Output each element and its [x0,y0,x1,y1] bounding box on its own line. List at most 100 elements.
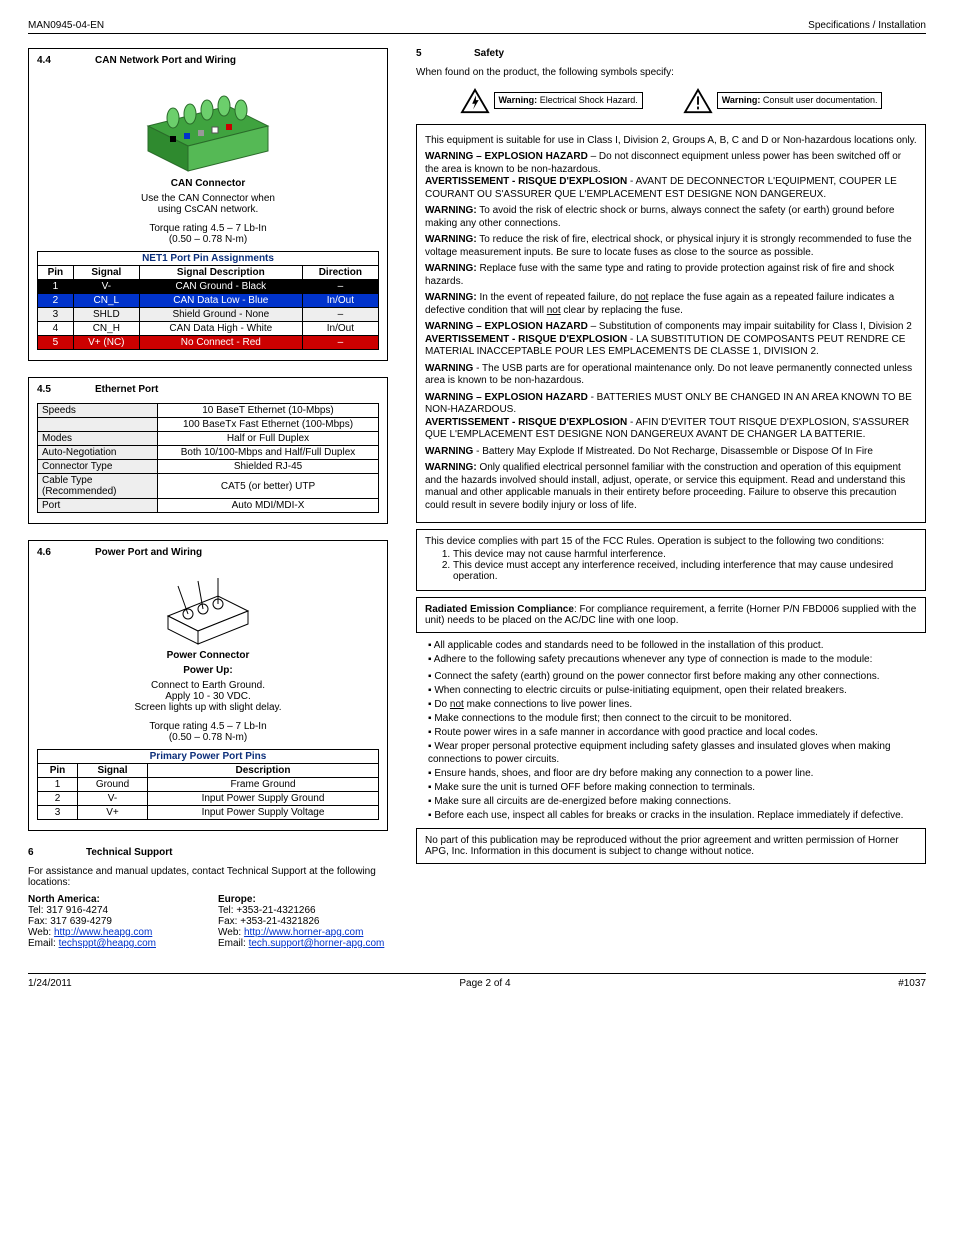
table-cell: In/Out [302,322,378,336]
w8r: – Substitution of components may impair … [588,321,912,332]
table-cell: Input Power Supply Voltage [148,806,379,820]
footer-page: Page 2 of 4 [459,978,510,989]
b2: When connecting to electric circuits or … [428,684,926,697]
b9: Make sure all circuits are de-energized … [428,795,926,808]
table-cell: Ground [78,778,148,792]
safety-bullets: Connect the safety (earth) ground on the… [418,670,926,822]
can-table-title: NET1 Port Pin Assignments [38,252,379,266]
table-cell: 4 [38,322,74,336]
table-row: 1GroundFrame Ground [38,778,379,792]
power-pin-table: Primary Power Port Pins Pin Signal Descr… [37,749,379,820]
can-torque2: (0.50 – 0.78 N-m) [37,234,379,245]
section-can: 4.4 CAN Network Port and Wiring [28,48,388,361]
table-cell: Input Power Supply Ground [148,792,379,806]
sec-num: 5 [416,48,450,59]
table-cell: 3 [38,308,74,322]
footer-date: 1/24/2011 [28,978,72,989]
table-cell: CAN Ground - Black [139,280,302,294]
table-cell: 1 [38,280,74,294]
table-cell: CAN Data High - White [139,322,302,336]
sym1-bold: Warning: [499,95,538,105]
page-footer: 1/24/2011 Page 2 of 4 #1037 [28,973,926,989]
footer-id: #1037 [898,978,926,989]
can-connector-image [138,74,278,174]
table-cell: – [302,308,378,322]
table-cell: 2 [38,792,78,806]
table-row: 2V-Input Power Supply Ground [38,792,379,806]
w3b: AVERTISSEMENT - RISQUE D'EXPLOSION [425,176,627,187]
table-cell: 2 [38,294,74,308]
sym1-rest: Electrical Shock Hazard. [537,95,638,105]
table-cell: Speeds [38,404,158,418]
table-cell: In/Out [302,294,378,308]
pu2: Apply 10 - 30 VDC. [37,691,379,702]
b3b: make connections to live power lines. [464,699,632,710]
copyright-text: No part of this publication may be repro… [425,835,899,857]
can-use2: using CsCAN network. [37,204,379,215]
eu-web-link[interactable]: http://www.horner-apg.com [244,927,364,938]
table-row: 1V-CAN Ground - Black– [38,280,379,294]
top-bullets: All applicable codes and standards need … [418,639,926,666]
b4: Make connections to the module first; th… [428,712,926,725]
w13r: - Battery May Explode If Mistreated. Do … [473,446,873,457]
sec-title: Safety [474,48,504,59]
table-row: 4CN_HCAN Data High - WhiteIn/Out [38,322,379,336]
table-cell: V- [78,792,148,806]
table-cell: Port [38,499,158,513]
na-fax: Fax: 317 639-4279 [28,916,198,927]
th-pin: Pin [38,764,78,778]
table-cell: Auto MDI/MDI-X [158,499,379,513]
section-power: 4.6 Power Port and Wiring Power Connecto… [28,540,388,831]
table-row: 2CN_LCAN Data Low - BlueIn/Out [38,294,379,308]
na-web-lbl: Web: [28,927,54,938]
w12b: AVERTISSEMENT - RISQUE D'EXPLOSION [425,417,627,428]
can-torque1: Torque rating 4.5 – 7 Lb-In [37,223,379,234]
b8: Make sure the unit is turned OFF before … [428,781,926,794]
w11b: WARNING – EXPLOSION HAZARD [425,392,588,403]
w14r: Only qualified electrical personnel fami… [425,462,905,511]
table-cell: Cable Type (Recommended) [38,474,158,499]
table-cell: Shield Ground - None [139,308,302,322]
rec-bold: Radiated Emission Compliance [425,604,574,615]
table-cell: Both 10/100-Mbps and Half/Full Duplex [158,446,379,460]
na-web-link[interactable]: http://www.heapg.com [54,927,152,938]
eu-title: Europe: [218,894,388,905]
fcc-1: This device may not cause harmful interf… [453,549,917,560]
table-cell: Shielded RJ-45 [158,460,379,474]
table-cell: CAT5 (or better) UTP [158,474,379,499]
sec-num: 4.5 [37,384,71,395]
table-cell: SHLD [73,308,139,322]
w7n: not [635,292,649,303]
na-title: North America: [28,894,198,905]
sym2-bold: Warning: [722,95,761,105]
w10b: WARNING [425,363,473,374]
th-pin: Pin [38,266,74,280]
page-header: MAN0945-04-EN Specifications / Installat… [28,20,926,34]
table-cell: 10 BaseT Ethernet (10-Mbps) [158,404,379,418]
section-tech-support: 6 Technical Support For assistance and m… [28,847,388,949]
table-row: 5V+ (NC)No Connect - Red– [38,336,379,350]
sym2-rest: Consult user documentation. [760,95,877,105]
tech-intro: For assistance and manual updates, conta… [28,866,388,888]
table-row: Speeds10 BaseT Ethernet (10-Mbps) [38,404,379,418]
can-pin-table: NET1 Port Pin Assignments Pin Signal Sig… [37,251,379,350]
can-caption: CAN Connector [37,178,379,189]
w7n2: not [547,305,561,316]
eu-email-link[interactable]: tech.support@horner-apg.com [249,938,385,949]
na-email-link[interactable]: techsppt@heapg.com [59,938,156,949]
table-cell: CN_H [73,322,139,336]
table-cell [38,418,158,432]
table-row: PortAuto MDI/MDI-X [38,499,379,513]
doc-section: Specifications / Installation [808,20,926,31]
w14b: WARNING: [425,462,477,473]
w7b: WARNING: [425,292,477,303]
table-row: Connector TypeShielded RJ-45 [38,460,379,474]
section-ethernet: 4.5 Ethernet Port Speeds10 BaseT Etherne… [28,377,388,524]
eu-web-lbl: Web: [218,927,244,938]
shock-hazard-icon [460,88,490,114]
w6r: Replace fuse with the same type and rati… [425,263,894,287]
fcc-box: This device complies with part 15 of the… [416,529,926,591]
sec-title: Ethernet Port [95,384,158,395]
b6: Wear proper personal protective equipmen… [428,740,926,766]
table-row: 100 BaseTx Fast Ethernet (100-Mbps) [38,418,379,432]
